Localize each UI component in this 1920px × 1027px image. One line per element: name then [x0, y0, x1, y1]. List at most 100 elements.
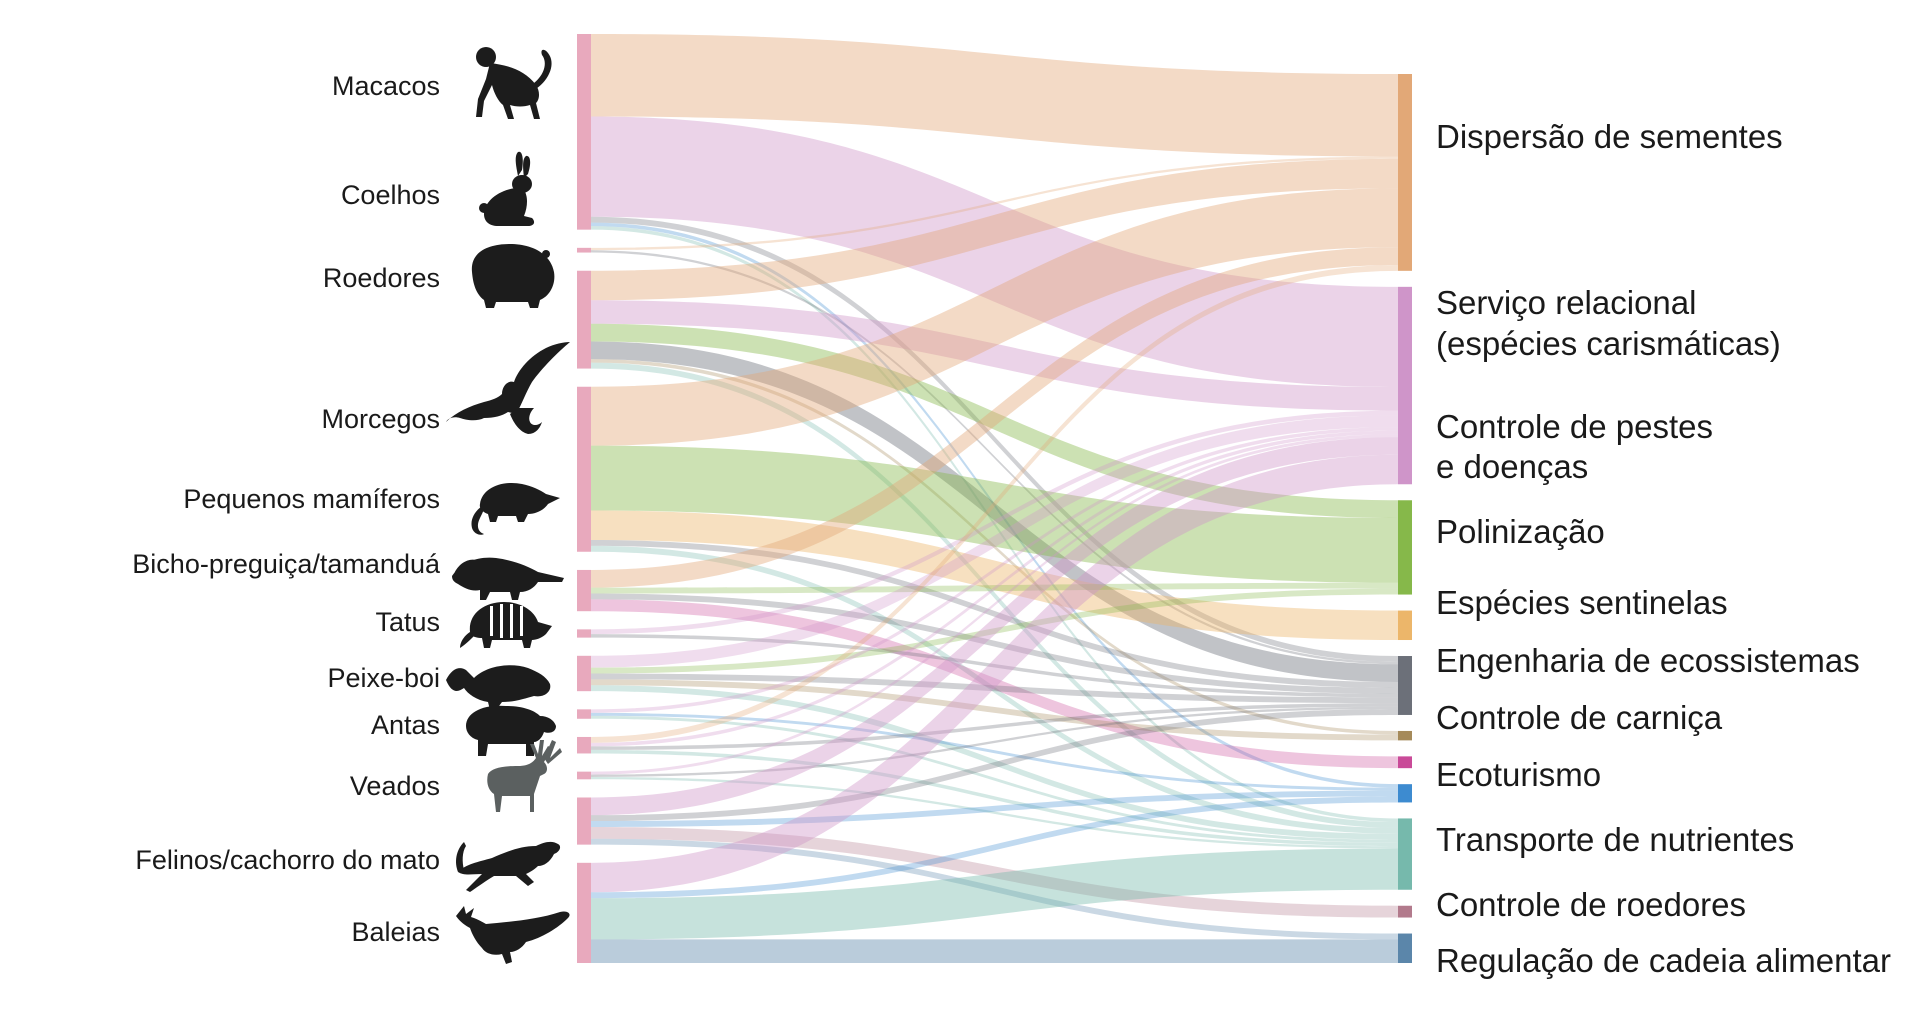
manatee-icon	[446, 665, 551, 710]
target-node-cadeia	[1398, 933, 1412, 963]
source-node-morcegos	[577, 386, 591, 552]
target-node-engenharia	[1398, 730, 1412, 741]
source-label-macacos: Macacos	[332, 71, 440, 101]
flow-baleias-to-nutrientes	[591, 848, 1398, 940]
rodent-icon	[471, 244, 555, 308]
flow-preguica-to-sentinelas	[591, 634, 1398, 698]
flow-morcegos-to-polinizacao	[591, 510, 1398, 641]
flow-macacos-to-dispersao	[591, 34, 1398, 157]
flow-felinos-to-sentinelas	[591, 709, 1398, 822]
flow-tatus-to-nutrientes	[591, 685, 1398, 840]
source-label-felinos: Felinos/cachorro do mato	[135, 845, 440, 875]
flow-baleias-to-ecoturismo	[591, 796, 1398, 899]
source-label-preguica: Bicho-preguiça/tamanduá	[132, 549, 441, 579]
flow-coelhos-to-sentinelas	[591, 250, 1398, 665]
flow-preguica-to-relacional	[591, 410, 1398, 635]
flow-antas-to-sentinelas	[591, 703, 1398, 750]
target-label-dispersao: Dispersão de sementes	[1436, 118, 1783, 155]
anteater-icon	[452, 557, 564, 600]
flow-antas-to-relacional	[591, 430, 1398, 747]
source-node-pequenos	[577, 569, 591, 612]
target-label-carnica: Controle de carniça	[1436, 699, 1723, 736]
target-label-sentinelas: Espécies sentinelas	[1436, 584, 1728, 621]
flow-roedores-to-nutrientes	[591, 362, 1398, 828]
source-node-veados	[577, 771, 591, 780]
rabbit-icon	[479, 151, 535, 226]
flow-morcegos-to-pestes	[591, 445, 1398, 583]
flow-veados-to-nutrientes	[591, 776, 1398, 849]
target-label-relacional-2: (espécies carismáticas)	[1436, 325, 1781, 362]
flow-antas-to-dispersao	[591, 264, 1398, 743]
flow-roedores-to-dispersao	[591, 158, 1398, 301]
flow-tatus-to-pestes	[591, 588, 1398, 674]
flow-roedores-to-sentinelas	[591, 341, 1398, 682]
flow-morcegos-to-dispersao	[591, 188, 1398, 446]
flow-roedores-to-engenharia	[591, 359, 1398, 735]
whale-icon	[456, 906, 570, 964]
target-label-pestes-2: e doenças	[1436, 448, 1588, 485]
source-node-roedores	[577, 270, 591, 369]
flow-tatus-to-relacional	[591, 415, 1398, 668]
source-label-tatus: Tatus	[375, 607, 440, 637]
flow-macacos-to-relacional	[591, 116, 1398, 388]
flow-felinos-to-roedores_ctl	[591, 826, 1398, 918]
target-node-roedores_ctl	[1398, 905, 1412, 918]
source-label-baleias: Baleias	[351, 917, 440, 947]
animal-icons	[446, 47, 570, 964]
source-node-layer	[577, 34, 591, 963]
target-label-relacional-1: Serviço relacional	[1436, 284, 1696, 321]
flow-morcegos-to-sentinelas	[591, 539, 1398, 688]
target-node-relacional	[1398, 286, 1412, 485]
flow-macacos-to-ecoturismo	[591, 222, 1398, 788]
opossum-icon	[471, 482, 560, 535]
target-label-roedores-ctl: Controle de roedores	[1436, 886, 1746, 923]
flow-peixeboi-to-ecoturismo	[591, 712, 1398, 791]
flow-felinos-to-relacional	[591, 437, 1398, 816]
deer-icon	[487, 740, 562, 812]
target-labels: Dispersão de sementes Serviço relacional…	[1436, 118, 1891, 979]
flow-peixeboi-to-relacional	[591, 427, 1398, 713]
target-label-pestes-1: Controle de pestes	[1436, 408, 1713, 445]
target-label-polinizacao: Polinização	[1436, 513, 1605, 550]
target-label-cadeia: Regulação de cadeia alimentar	[1436, 942, 1891, 979]
source-node-macacos	[577, 34, 591, 230]
flow-felinos-to-cadeia	[591, 838, 1398, 940]
target-node-pestes	[1398, 500, 1412, 595]
source-label-peixeboi: Peixe-boi	[327, 663, 440, 693]
flow-peixeboi-to-nutrientes	[591, 715, 1398, 843]
flow-roedores-to-relacional	[591, 300, 1398, 411]
source-node-baleias	[577, 862, 591, 963]
source-label-veados: Veados	[350, 771, 440, 801]
target-node-carnica	[1398, 756, 1412, 769]
target-node-sentinelas	[1398, 656, 1412, 715]
flow-pequenos-to-carnica	[591, 599, 1398, 769]
source-label-pequenos: Pequenos mamíferos	[183, 484, 440, 514]
flow-morcegos-to-nutrientes	[591, 545, 1398, 834]
flow-antas-to-nutrientes	[591, 749, 1398, 847]
flow-coelhos-to-dispersao	[591, 156, 1398, 251]
target-label-ecoturismo: Ecoturismo	[1436, 756, 1601, 793]
source-node-tatus	[577, 655, 591, 692]
flow-pequenos-to-dispersao	[591, 247, 1398, 588]
tapir-icon	[466, 705, 556, 756]
source-node-preguica	[577, 629, 591, 638]
source-label-roedores: Roedores	[323, 263, 440, 293]
flow-macacos-to-sentinelas	[591, 216, 1398, 662]
flow-veados-to-relacional	[591, 434, 1398, 775]
target-node-polinizacao	[1398, 610, 1412, 641]
target-node-nutrientes	[1398, 818, 1412, 890]
flow-pequenos-to-sentinelas	[591, 593, 1398, 694]
flow-roedores-to-pestes	[591, 323, 1398, 518]
target-node-dispersao	[1398, 74, 1412, 271]
source-node-peixeboi	[577, 709, 591, 719]
flow-layer	[591, 34, 1398, 963]
flow-macacos-to-nutrientes	[591, 226, 1398, 822]
source-node-antas	[577, 736, 591, 754]
source-node-coelhos	[577, 247, 591, 253]
flow-baleias-to-relacional	[591, 454, 1398, 893]
monkey-icon	[476, 47, 552, 119]
source-label-morcegos: Morcegos	[321, 404, 440, 434]
source-label-coelhos: Coelhos	[341, 180, 440, 210]
flow-baleias-to-cadeia	[591, 939, 1398, 963]
